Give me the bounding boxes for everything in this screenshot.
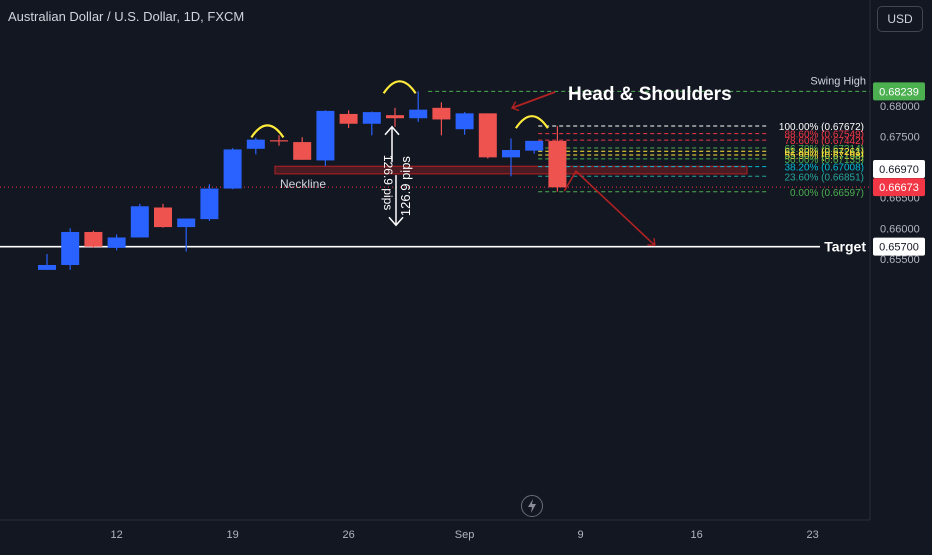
price-tick-label: 0.66000 bbox=[880, 223, 920, 235]
target-label: Target bbox=[824, 239, 866, 255]
fib-level-label: 100.00% (0.67672) bbox=[779, 122, 864, 133]
target-price-label-bg bbox=[873, 237, 925, 256]
fib-level-label: 0.00% (0.66597) bbox=[790, 188, 864, 199]
candle-body bbox=[502, 150, 520, 158]
hs-arc bbox=[514, 115, 549, 129]
current-price-label-bg bbox=[873, 178, 925, 197]
neckline-price-label: 0.66970 bbox=[879, 164, 919, 176]
candle bbox=[455, 112, 474, 135]
candle bbox=[409, 91, 428, 122]
neckline-label: Neckline bbox=[280, 177, 326, 191]
pips-label-lower: 126.9 pips bbox=[398, 156, 413, 216]
candle-body bbox=[548, 140, 567, 188]
candle bbox=[130, 203, 149, 238]
candle-body bbox=[61, 231, 80, 265]
fib-level-label: 23.60% (0.66851) bbox=[784, 172, 864, 183]
pattern-label: Head & Shoulders bbox=[568, 84, 732, 105]
candle-body bbox=[432, 107, 451, 120]
candle-body bbox=[270, 140, 288, 142]
candle bbox=[293, 137, 312, 160]
candle bbox=[38, 253, 56, 270]
time-tick-label: 12 bbox=[110, 529, 122, 541]
time-tick-label: Sep bbox=[455, 529, 475, 541]
candle-body bbox=[409, 109, 428, 119]
candle bbox=[107, 234, 126, 251]
candle bbox=[548, 126, 567, 192]
time-tick-label: 16 bbox=[690, 529, 702, 541]
target-price-label: 0.65700 bbox=[879, 242, 919, 254]
candle bbox=[432, 102, 451, 136]
time-tick-label: 23 bbox=[806, 529, 818, 541]
candle bbox=[386, 107, 404, 127]
currency-button[interactable]: USD bbox=[877, 6, 923, 32]
time-tick-label: 9 bbox=[578, 529, 584, 541]
candle-body bbox=[455, 113, 474, 130]
candle-body bbox=[246, 139, 265, 149]
candle-body bbox=[130, 206, 149, 238]
candle bbox=[177, 218, 196, 252]
candle-body bbox=[107, 237, 126, 248]
price-tick-label: 0.68000 bbox=[880, 101, 920, 113]
candle bbox=[339, 110, 358, 129]
candle bbox=[478, 113, 497, 159]
swing-high-label: Swing High bbox=[810, 75, 866, 87]
candle bbox=[316, 110, 335, 166]
pips-label-upper: 126.9 pips bbox=[381, 155, 395, 210]
candle-body bbox=[386, 115, 404, 119]
hs-arc bbox=[382, 80, 417, 94]
candle-body bbox=[293, 142, 312, 160]
candle-body bbox=[362, 112, 381, 124]
fib-level-label: 88.60% (0.67549) bbox=[784, 130, 864, 141]
candle-body bbox=[200, 188, 219, 220]
fib-level-label: 55.90% (0.67198) bbox=[784, 151, 864, 162]
pattern-arrow bbox=[512, 91, 556, 108]
candle bbox=[246, 137, 265, 155]
candle bbox=[223, 148, 242, 190]
fib-level-label: 61.80% (0.67261) bbox=[784, 147, 864, 158]
fib-level-label: 38.20% (0.67008) bbox=[784, 163, 864, 174]
flash-icon[interactable] bbox=[521, 495, 543, 517]
projection-arrow bbox=[563, 169, 654, 245]
candle-body bbox=[223, 149, 242, 189]
upper-measure-tip bbox=[384, 125, 400, 136]
swing-high-price-label: 0.68239 bbox=[879, 86, 919, 98]
swing-high-price-label-bg bbox=[873, 82, 925, 101]
fib-level-label: 66.70% (0.67314) bbox=[784, 144, 864, 155]
fib-level-label: 50.00% (0.67135) bbox=[784, 155, 864, 166]
candle-body bbox=[177, 218, 196, 228]
candle bbox=[362, 111, 381, 136]
lower-measure-tip bbox=[388, 216, 404, 227]
neckline-price-label-bg bbox=[873, 159, 925, 178]
candle bbox=[525, 140, 544, 154]
symbol-title: Australian Dollar / U.S. Dollar, 1D, FXC… bbox=[8, 9, 245, 24]
candle-body bbox=[154, 207, 172, 228]
candle-body bbox=[316, 110, 335, 161]
candle bbox=[84, 230, 103, 248]
hs-arc bbox=[250, 124, 285, 138]
fib-level-label: 78.60% (0.67442) bbox=[784, 136, 864, 147]
candle bbox=[270, 135, 288, 146]
candle bbox=[200, 184, 219, 221]
candle bbox=[61, 228, 80, 270]
candle bbox=[502, 138, 520, 177]
candle bbox=[154, 203, 172, 228]
candle-body bbox=[38, 264, 56, 270]
candle-body bbox=[478, 113, 497, 158]
current-price-label: 0.66673 bbox=[879, 182, 919, 194]
time-tick-label: 26 bbox=[342, 529, 354, 541]
candle-body bbox=[84, 231, 103, 247]
time-tick-label: 19 bbox=[226, 529, 238, 541]
price-tick-label: 0.65500 bbox=[880, 254, 920, 266]
candle-body bbox=[339, 113, 358, 124]
candle-body bbox=[525, 140, 544, 151]
price-tick-label: 0.67500 bbox=[880, 132, 920, 144]
